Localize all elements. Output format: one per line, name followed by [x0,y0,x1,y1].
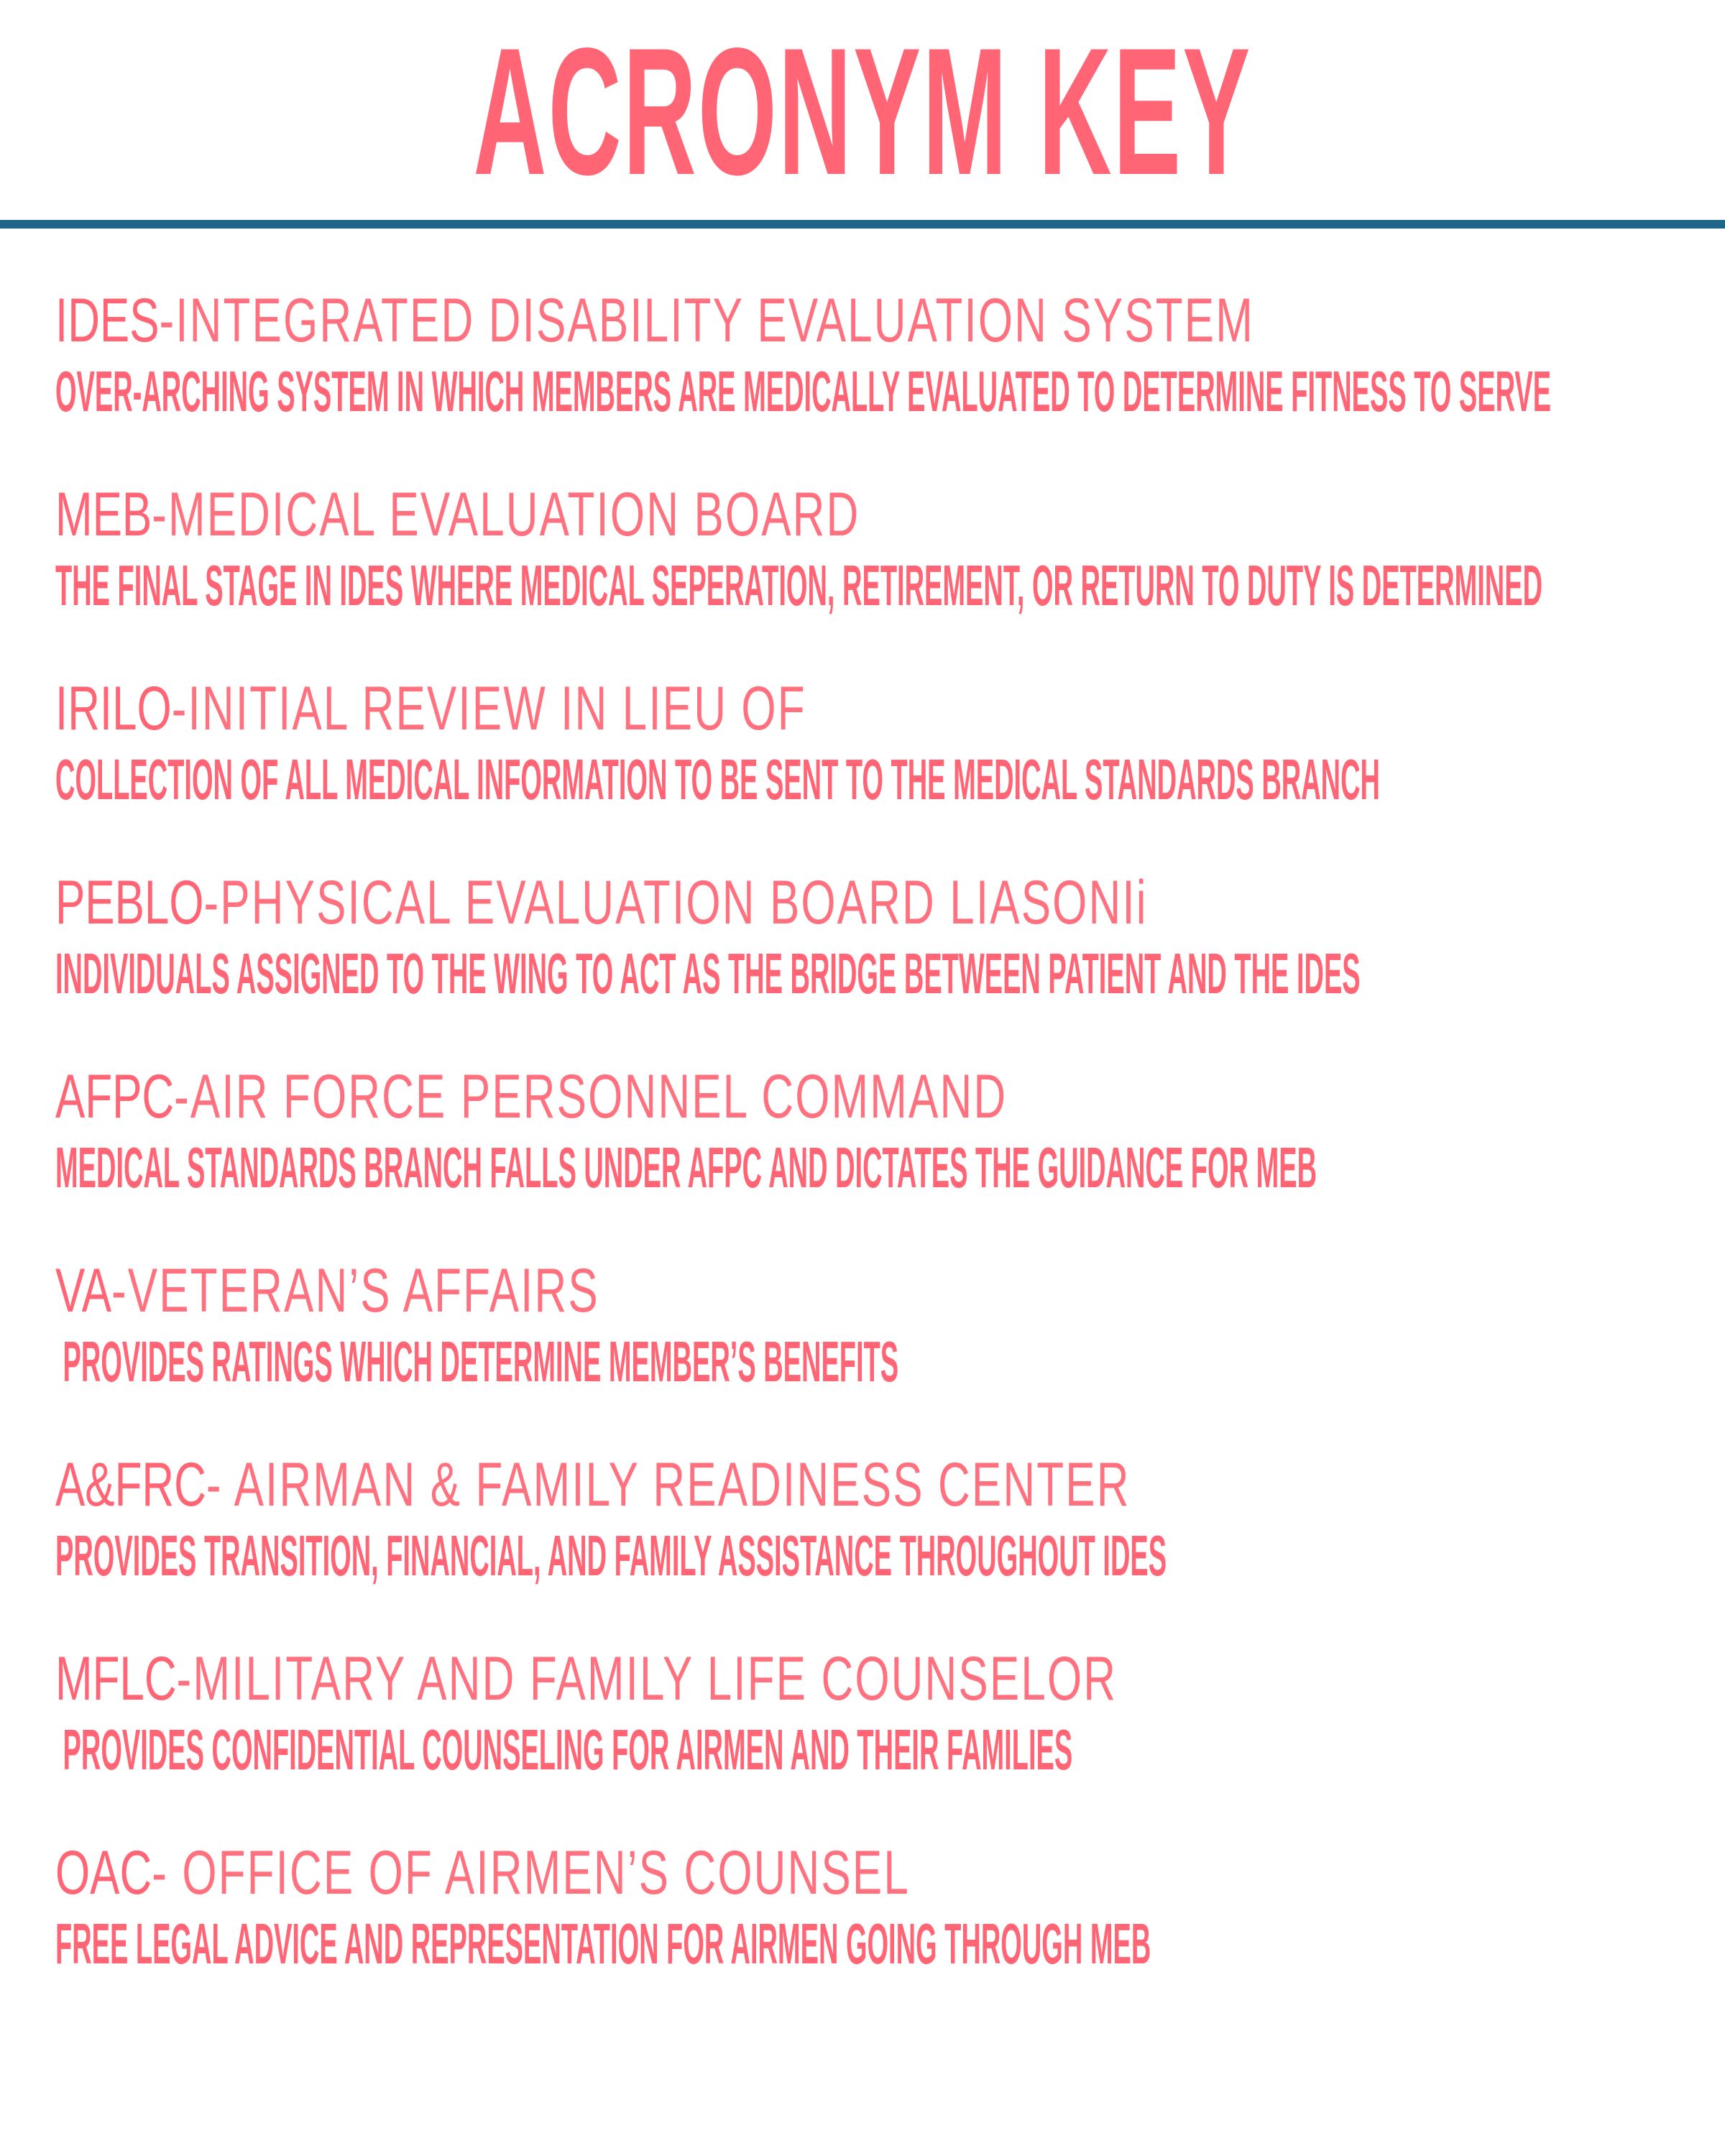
acronym: VA [55,1256,112,1325]
acronym-expansion: - OFFICE OF AIRMEN’S COUNSEL [152,1838,910,1907]
acronym: OAC [55,1838,152,1907]
acronym-description: PROVIDES RATINGS WHICH DETERMINE MEMBER’… [55,1330,899,1393]
acronym-expansion: -MILITARY AND FAMILY LIFE COUNSELOR [176,1644,1118,1713]
acronym-heading: IDES-INTEGRATED DISABILITY EVALUATION SY… [55,286,1254,355]
acronym-list: IDES-INTEGRATED DISABILITY EVALUATION SY… [55,286,1708,2032]
acronym-heading: IRILO-INITIAL REVIEW IN LIEU OF [55,674,806,743]
acronym: PEBLO [55,868,204,937]
acronym-description: MEDICAL STANDARDS BRANCH FALLS UNDER AFP… [55,1135,1317,1199]
acronym-entry: PEBLO-PHYSICAL EVALUATION BOARD LIASONIi… [55,868,1708,1062]
page-title: ACRONYM KEY [473,11,1252,213]
acronym-entry: MEB-MEDICAL EVALUATION BOARD THE FINAL ST… [55,480,1708,674]
acronym: MFLC [55,1644,177,1713]
acronym-description: OVER-ARCHING SYSTEM IN WHICH MEMBERS ARE… [55,359,1552,423]
acronym: IRILO [55,674,172,743]
acronym-description: THE FINAL STAGE IN IDES WHERE MEDICAL SE… [55,553,1543,617]
acronym-heading: MFLC-MILITARY AND FAMILY LIFE COUNSELOR [55,1644,1117,1713]
acronym: IDES [55,286,160,355]
acronym-heading: AFPC-AIR FORCE PERSONNEL COMMAND [55,1062,1007,1131]
acronym-heading: PEBLO-PHYSICAL EVALUATION BOARD LIASONIi [55,868,1148,937]
acronym-expansion: -MEDICAL EVALUATION BOARD [152,480,860,549]
acronym: MEB [55,480,152,549]
acronym-expansion: -VETERAN’S AFFAIRS [111,1256,599,1325]
acronym: AFPC [55,1062,175,1131]
acronym-heading: OAC- OFFICE OF AIRMEN’S COUNSEL [55,1838,910,1907]
acronym-description: PROVIDES CONFIDENTIAL COUNSELING FOR AIR… [55,1718,1073,1782]
acronym-entry: MFLC-MILITARY AND FAMILY LIFE COUNSELOR … [55,1644,1708,1838]
acronym-description: INDIVIDUALS ASSIGNED TO THE WING TO ACT … [55,941,1361,1005]
acronym-description: PROVIDES TRANSITION, FINANCIAL, AND FAMI… [55,1524,1167,1588]
acronym-entry: IDES-INTEGRATED DISABILITY EVALUATION SY… [55,286,1708,480]
acronym-description: COLLECTION OF ALL MEDICAL INFORMATION TO… [55,747,1380,811]
title-container: ACRONYM KEY [0,22,1725,203]
acronym-entry: A&FRC- AIRMAN & FAMILY READINESS CENTER P… [55,1450,1708,1644]
acronym-expansion: - AIRMAN & FAMILY READINESS CENTER [206,1450,1131,1519]
acronym-entry: AFPC-AIR FORCE PERSONNEL COMMAND MEDICAL … [55,1062,1708,1256]
acronym-heading: MEB-MEDICAL EVALUATION BOARD [55,480,860,549]
divider-rule [0,220,1725,229]
acronym-expansion: -PHYSICAL EVALUATION BOARD LIASONIi [203,868,1148,937]
acronym-entry: OAC- OFFICE OF AIRMEN’S COUNSEL FREE LEGA… [55,1838,1708,2032]
acronym-expansion: -INITIAL REVIEW IN LIEU OF [171,674,806,743]
acronym-entry: VA-VETERAN’S AFFAIRS PROVIDES RATINGS WH… [55,1256,1708,1450]
acronym: A&FRC [55,1450,206,1519]
acronym-expansion: -INTEGRATED DISABILITY EVALUATION SYSTEM [159,286,1254,355]
acronym-heading: A&FRC- AIRMAN & FAMILY READINESS CENTER [55,1450,1131,1519]
acronym-expansion: -AIR FORCE PERSONNEL COMMAND [174,1062,1008,1131]
acronym-entry: IRILO-INITIAL REVIEW IN LIEU OF COLLECTIO… [55,674,1708,868]
acronym-heading: VA-VETERAN’S AFFAIRS [55,1256,599,1325]
acronym-description: FREE LEGAL ADVICE AND REPRESENTATION FOR… [55,1912,1151,1976]
